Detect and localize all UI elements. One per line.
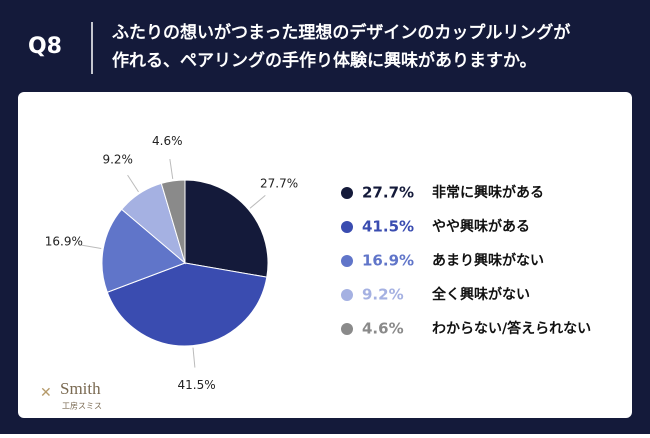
- leader-line: [192, 347, 196, 368]
- logo: ✕ Smith 工房スミス: [40, 379, 102, 411]
- legend-marker: [341, 289, 353, 301]
- legend-value: 16.9%: [362, 252, 414, 270]
- leader-line: [81, 244, 102, 249]
- leader-line: [127, 174, 139, 193]
- legend-value: 41.5%: [362, 218, 414, 236]
- logo-sub: 工房スミス: [62, 401, 102, 411]
- title-line: ふたりの想いがつまった理想のデザインのカップルリングが: [112, 22, 570, 43]
- pie-slice: [101, 208, 186, 293]
- pie-slice: [160, 179, 186, 264]
- legend-label: 非常に興味がある: [432, 184, 544, 201]
- chart: 27.7% 27.7% 非常に興味がある 41.5% 41.5% やや興味がある 16.9%…: [45, 134, 591, 392]
- legend-label: あまり興味がない: [432, 252, 544, 269]
- legend-value: 9.2%: [362, 286, 404, 304]
- title-line: 作れる、ペアリングの手作り体験に興味がありますか。: [112, 50, 537, 71]
- logo-name: Smith: [60, 379, 101, 398]
- leader-line: [169, 159, 174, 179]
- legend-label: わからない/答えられない: [432, 320, 591, 337]
- legend-label: 全く興味がない: [431, 286, 530, 303]
- data-label: 27.7%: [260, 176, 298, 190]
- legend-marker: [341, 221, 353, 233]
- leader-line: [249, 194, 266, 209]
- data-label: 41.5%: [178, 378, 216, 392]
- data-label: 16.9%: [45, 235, 83, 249]
- data-label: 4.6%: [152, 134, 183, 148]
- legend-marker: [341, 187, 353, 199]
- logo-mark: ✕: [40, 385, 52, 401]
- question-label: Q8: [28, 34, 62, 59]
- legend-label: やや興味がある: [432, 218, 530, 235]
- legend-marker: [341, 255, 353, 267]
- pie-slice: [106, 262, 268, 347]
- data-label: 9.2%: [102, 153, 133, 167]
- legend-value: 4.6%: [362, 320, 404, 338]
- legend-value: 27.7%: [362, 184, 414, 202]
- pie-slice: [184, 179, 269, 278]
- legend-marker: [341, 323, 353, 335]
